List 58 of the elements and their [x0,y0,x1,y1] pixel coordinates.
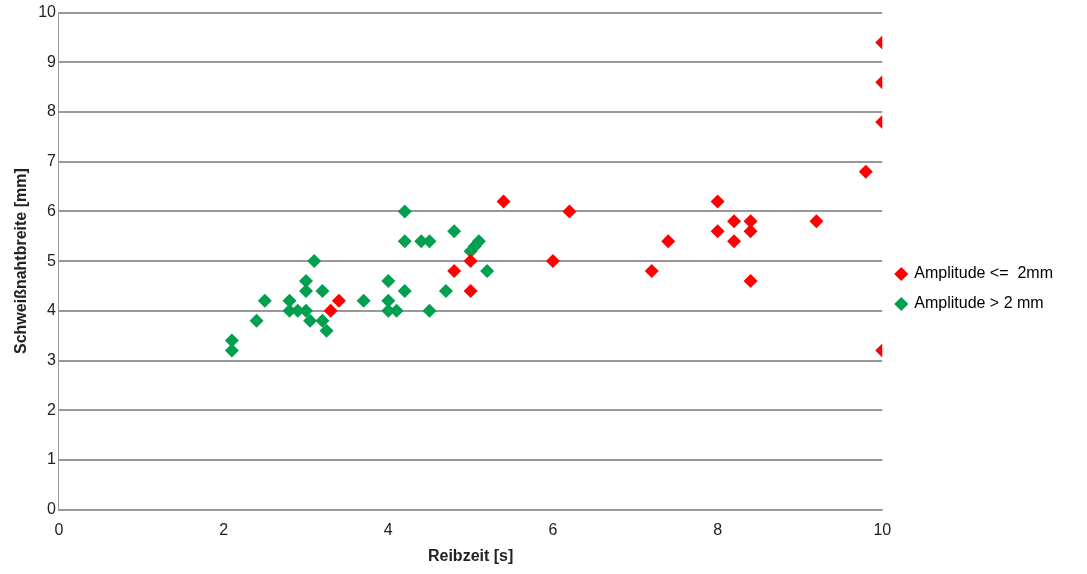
point [545,254,560,269]
point [249,313,264,328]
point [710,194,725,209]
point [809,214,824,229]
point [397,283,412,298]
point [480,264,495,279]
x-tick-label: 2 [219,520,229,538]
y-tick-label: 0 [47,500,57,518]
y-tick-label: 3 [47,350,57,368]
point [727,234,742,249]
point [447,264,462,279]
point [307,254,322,269]
point [463,283,478,298]
legend-label: Amplitude > 2 mm [914,294,1044,312]
point [356,293,371,308]
y-tick-label: 10 [38,3,57,21]
point [438,283,453,298]
x-tick-label: 6 [548,520,558,538]
point [858,164,873,179]
point [743,224,758,239]
point [282,293,297,308]
point [323,303,338,318]
x-tick-label: 8 [713,520,723,538]
point [447,224,462,239]
point [397,204,412,219]
point [463,254,478,269]
point [315,283,330,298]
point [562,204,577,219]
point [496,194,511,209]
point [319,323,334,338]
point [381,293,396,308]
point [743,273,758,288]
y-tick-label: 6 [47,201,57,219]
point [727,214,742,229]
point [422,303,437,318]
y-tick-label: 8 [47,102,57,120]
y-tick-label: 7 [47,152,57,170]
point [315,313,330,328]
y-axis-title: Schweißnahtbreite [mm] [12,168,30,355]
point [224,343,239,358]
y-tick-label: 2 [47,400,57,418]
point [397,234,412,249]
point [743,214,758,229]
point [644,264,659,279]
point [381,273,396,288]
point [710,224,725,239]
y-tick-label: 4 [47,301,57,319]
point [303,313,318,328]
point [257,293,272,308]
y-tick-label: 9 [47,52,57,70]
point [331,293,346,308]
y-tick-label: 5 [47,251,57,269]
x-tick-label: 4 [383,520,393,538]
y-tick-label: 1 [47,450,57,468]
point [661,234,676,249]
legend-label: Amplitude <= 2mm [914,264,1054,282]
x-tick-label: 10 [873,520,892,538]
x-axis-title: Reibzeit [s] [427,546,514,564]
